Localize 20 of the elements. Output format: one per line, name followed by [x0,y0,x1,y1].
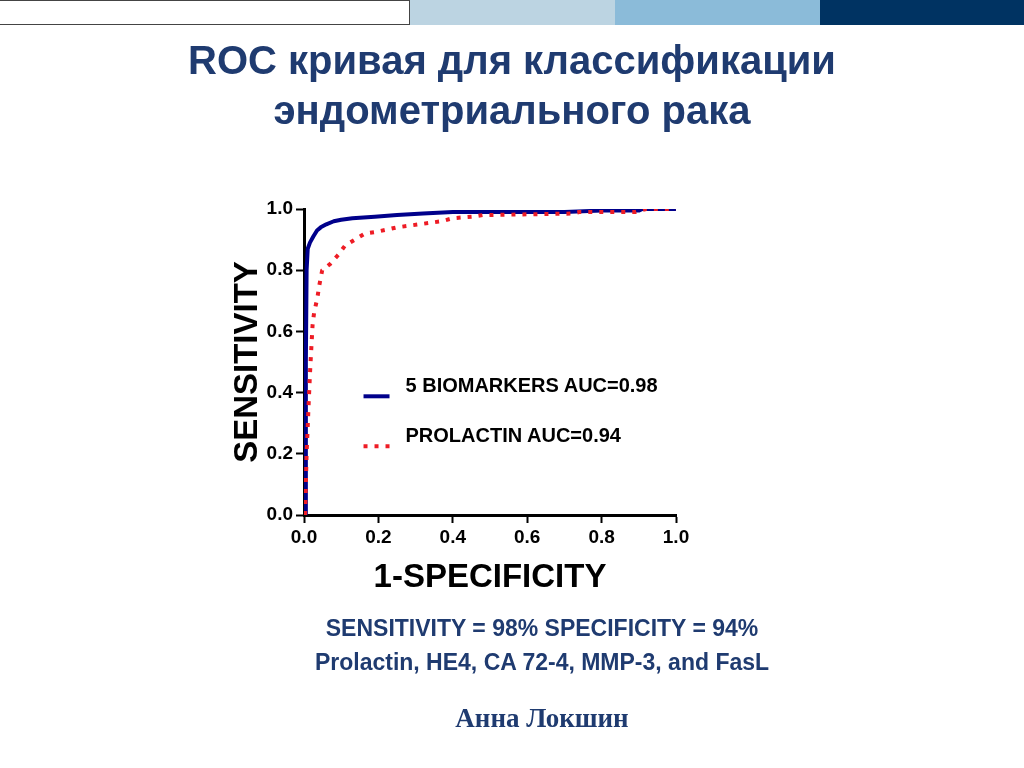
legend-label: PROLACTIN AUC=0.94 [405,423,622,446]
legend-label: 5 BIOMARKERS AUC=0.98 [405,373,658,396]
y-axis-title: SENSITIVITY [226,261,264,463]
x-tick-label: 0.6 [513,525,541,547]
x-tick-label: 0.8 [588,525,615,547]
chart-title: ROC кривая для классификации эндометриального рака [187,37,837,134]
text: Анна Локшин [454,702,630,735]
text: Prolactin, HE4, CA 72-4, MMP-3, and FasL [313,648,771,677]
text: SENSITIVITY = 98% SPECIFICITY = 94% [324,614,760,643]
y-tick-label: 0.4 [266,380,294,402]
x-tick-label: 0.2 [365,525,392,547]
x-axis-title: 1-SPECIFICITY [373,557,607,595]
y-tick-label: 1.0 [266,197,293,219]
y-tick-label: 0.0 [266,503,293,525]
y-tick-label: 0.8 [266,258,293,280]
y-tick-label: 0.6 [266,319,293,341]
x-tick-label: 0.4 [439,525,467,547]
y-tick-label: 0.2 [266,442,293,464]
x-tick-label: 0.0 [290,525,318,547]
x-tick-label: 1.0 [662,525,690,547]
